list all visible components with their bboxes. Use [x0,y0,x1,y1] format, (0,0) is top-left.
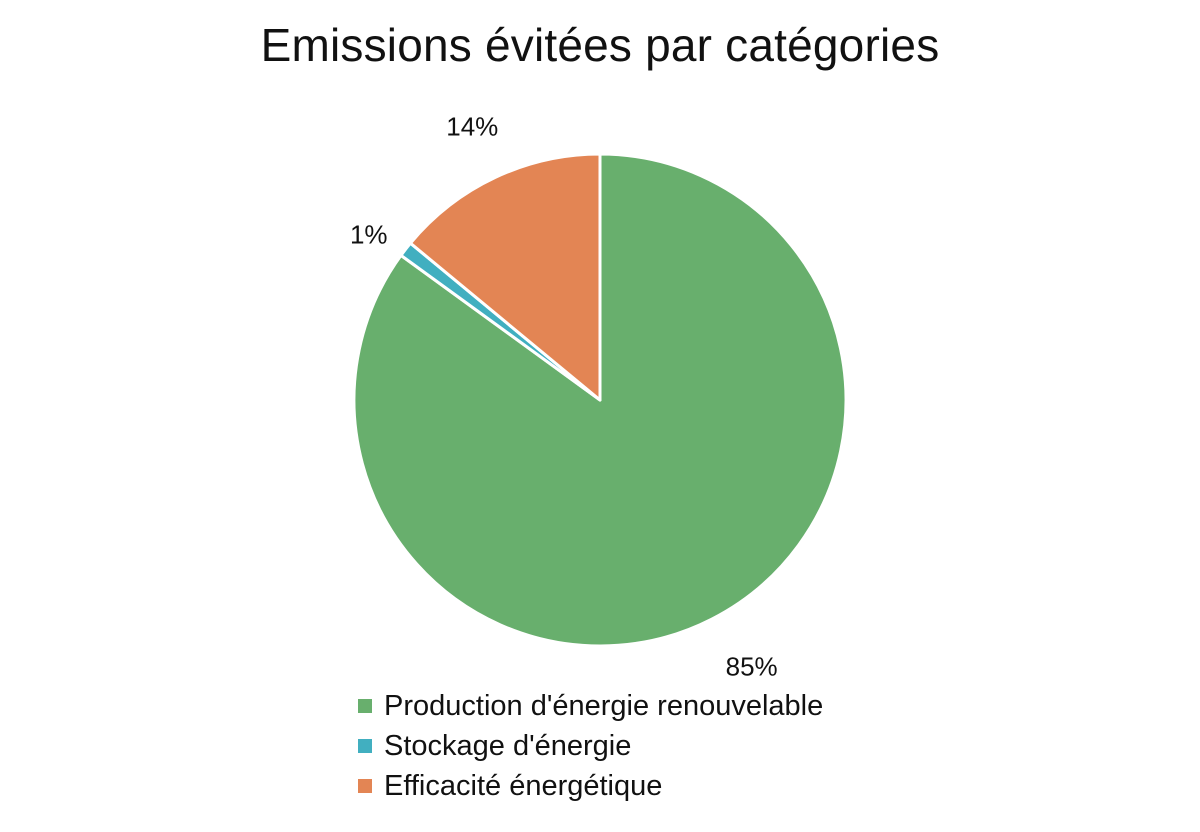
legend-swatch [358,699,372,713]
data-label: 1% [350,219,388,249]
legend-entry: Stockage d'énergie [358,726,823,766]
chart-title: Emissions évitées par catégories [260,19,940,71]
pie-slice [408,152,602,402]
legend-swatch [358,739,372,753]
data-label: 85% [726,651,778,681]
legend-entry: Production d'énergie renouvelable [358,686,823,726]
legend-label: Stockage d'énergie [384,729,632,762]
legend-label: Efficacité énergétique [384,769,663,802]
legend-swatch [358,779,372,793]
data-label: 14% [446,111,498,141]
chart-legend: Production d'énergie renouvelable Stocka… [358,686,823,806]
legend-entry: Efficacité énergétique [358,766,823,806]
legend-label: Production d'énergie renouvelable [384,689,824,722]
pie-slice [352,152,848,648]
